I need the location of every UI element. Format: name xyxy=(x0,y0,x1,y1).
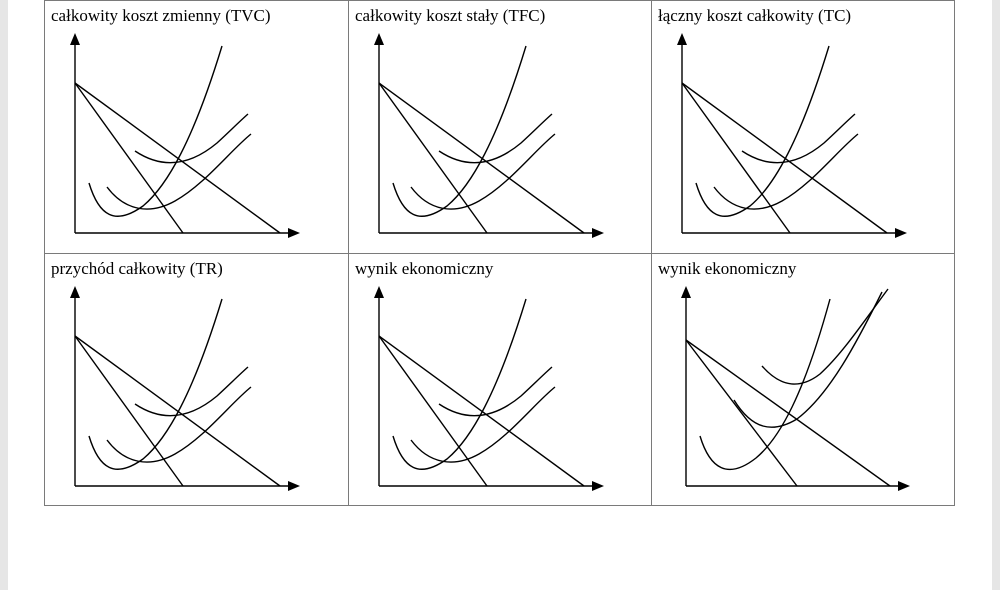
marginal-revenue-line xyxy=(681,82,791,234)
x-axis-arrowhead xyxy=(592,481,604,491)
cost-curves-diagram xyxy=(681,286,910,491)
panel-2: całkowity koszt stały (TFC) xyxy=(349,0,652,253)
average-total-cost-curve xyxy=(713,133,859,210)
y-axis-arrowhead xyxy=(70,286,80,298)
panel-title: wynik ekonomiczny xyxy=(658,259,797,278)
marginal-cost-curve xyxy=(88,45,223,217)
average-total-cost-curve xyxy=(410,386,556,463)
marginal-revenue-line xyxy=(74,335,184,487)
marginal-cost-curve xyxy=(88,298,223,470)
x-axis-arrowhead xyxy=(895,228,907,238)
page-edge-right xyxy=(992,0,1000,590)
panel-title: przychód całkowity (TR) xyxy=(51,259,223,278)
average-variable-cost-curve xyxy=(438,366,553,417)
demand-line xyxy=(681,82,888,234)
y-axis-arrowhead xyxy=(681,286,691,298)
panel-4: przychód całkowity (TR) xyxy=(45,253,349,506)
marginal-cost-curve xyxy=(392,298,527,470)
panel-title: łączny koszt całkowity (TC) xyxy=(658,6,852,25)
y-axis-arrowhead xyxy=(677,33,687,45)
x-axis-arrowhead xyxy=(288,481,300,491)
cost-curves-diagram xyxy=(374,286,604,491)
panel-1: całkowity koszt zmienny (TVC) xyxy=(45,0,349,253)
diagram-grid: całkowity koszt zmienny (TVC) całkowity … xyxy=(44,0,955,506)
x-axis-arrowhead xyxy=(898,481,910,491)
demand-line xyxy=(378,335,585,487)
marginal-revenue-line xyxy=(74,82,184,234)
marginal-revenue-line xyxy=(378,82,488,234)
cost-curves-diagram xyxy=(70,286,300,491)
panel-3: łączny koszt całkowity (TC) xyxy=(652,0,955,253)
marginal-cost-curve xyxy=(695,45,830,217)
panel-5: wynik ekonomiczny xyxy=(349,253,652,506)
marginal-revenue-line xyxy=(685,339,798,487)
average-variable-cost-curve xyxy=(134,113,249,164)
page-edge-left xyxy=(0,0,8,590)
demand-line xyxy=(74,82,281,234)
x-axis-arrowhead xyxy=(288,228,300,238)
demand-line xyxy=(685,339,891,487)
cost-curves-diagram xyxy=(374,33,604,238)
y-axis-arrowhead xyxy=(374,33,384,45)
marginal-cost-curve xyxy=(392,45,527,217)
average-total-cost-curve xyxy=(733,291,883,428)
average-variable-cost-curve xyxy=(741,113,856,164)
panel-title: całkowity koszt zmienny (TVC) xyxy=(51,6,271,25)
y-axis-arrowhead xyxy=(70,33,80,45)
demand-line xyxy=(378,82,585,234)
panel-title: całkowity koszt stały (TFC) xyxy=(355,6,546,25)
panel-6: wynik ekonomiczny xyxy=(652,253,955,506)
average-total-cost-curve xyxy=(410,133,556,210)
cost-curves-diagram xyxy=(70,33,300,238)
y-axis-arrowhead xyxy=(374,286,384,298)
marginal-cost-curve xyxy=(699,298,831,470)
average-total-cost-curve xyxy=(106,133,252,210)
cost-curves-diagram xyxy=(677,33,907,238)
marginal-revenue-line xyxy=(378,335,488,487)
panel-title: wynik ekonomiczny xyxy=(355,259,494,278)
demand-line xyxy=(74,335,281,487)
x-axis-arrowhead xyxy=(592,228,604,238)
average-total-cost-curve xyxy=(106,386,252,463)
average-variable-cost-curve xyxy=(438,113,553,164)
average-variable-cost-curve xyxy=(761,288,889,385)
average-variable-cost-curve xyxy=(134,366,249,417)
